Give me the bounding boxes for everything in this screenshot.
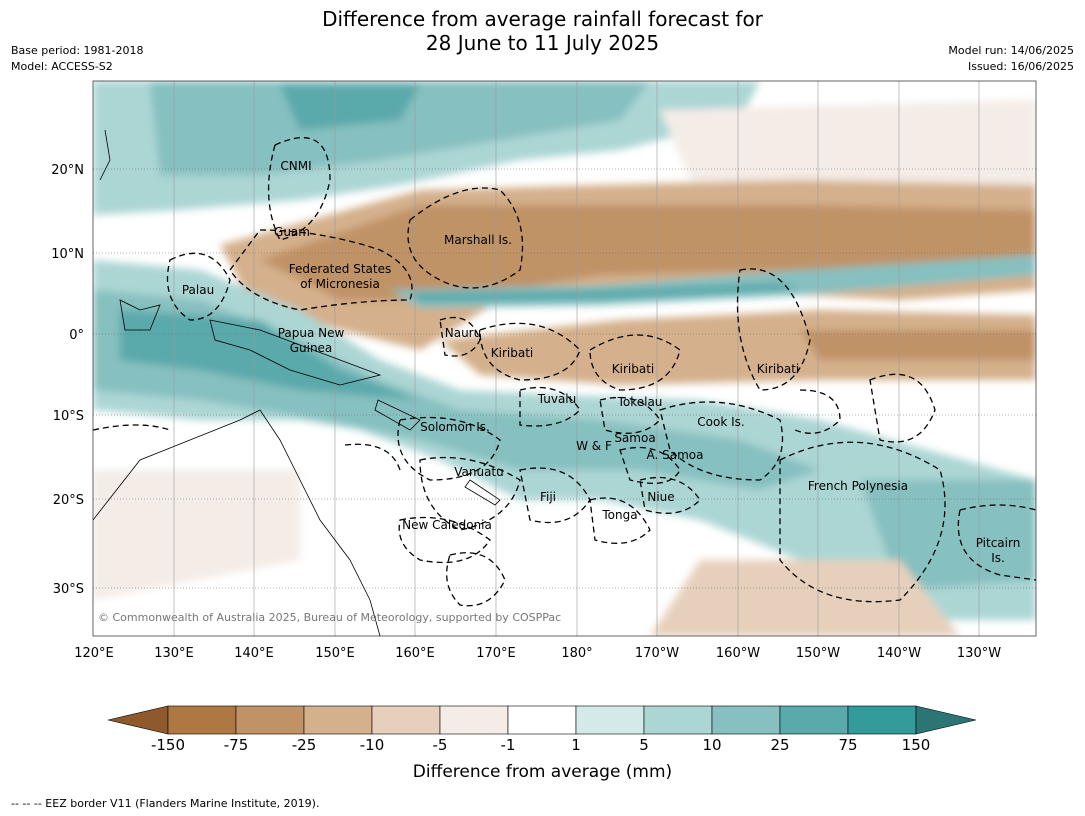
title-line-1: Difference from average rainfall forecas… [322,7,763,31]
lon-label-170e: 170°E [476,646,516,661]
model-name: Model: ACCESS-S2 [11,60,113,73]
place-label-png-line1: Papua New [278,326,345,340]
colorbar-tick-label: 150 [901,736,931,754]
colorbar-swatch [303,705,373,735]
place-label-tuvalu: Tuvalu [537,392,577,406]
model-run-info: Model run: 14/06/2025 Issued: 16/06/2025 [948,43,1074,75]
colorbar-swatch [711,705,781,735]
place-label-fsm-line1: Federated States [289,262,391,276]
colorbar-tick-label: 5 [639,736,649,754]
place-label-cook-is: Cook Is. [697,415,744,429]
colorbar-tick-label: 25 [770,736,790,754]
lat-label-30s: 30°S [53,582,84,597]
copyright-notice: © Commonwealth of Australia 2025, Bureau… [98,611,561,624]
place-label-vanuatu: Vanuatu [454,465,504,479]
lon-label-180: 180° [561,646,592,661]
place-label-kiribati-phoenix: Kiribati [612,362,654,376]
colorbar-tick-label: -75 [223,736,249,754]
lon-label-170w: 170°W [635,646,679,661]
place-label-fiji: Fiji [540,490,556,504]
model-run: Model run: 14/06/2025 [948,44,1074,57]
graticule [173,81,980,636]
lat-label-0: 0° [69,328,84,343]
lon-label-120e: 120°E [74,646,114,661]
colorbar-arrow-high [915,705,977,735]
rainfall-anomaly-field: © Commonwealth of Australia 2025, Bureau… [93,81,1036,636]
map-title: Difference from average rainfall forecas… [0,7,1085,55]
map-frame [92,80,1037,637]
coastlines [93,129,501,636]
colorbar-tick-label: 75 [838,736,858,754]
place-label-nauru: Nauru [445,326,481,340]
place-label-tokelau: Tokelau [617,395,663,409]
colorbar [107,705,977,735]
colorbar-swatch [643,705,713,735]
place-label-tonga: Tonga [601,508,637,522]
colorbar-tick-label: -150 [150,736,186,754]
place-label-solomon-is: Solomon Is. [420,420,490,434]
colorbar-title: Difference from average (mm) [412,762,673,782]
lon-label-150w: 150°W [796,646,840,661]
colorbar-swatch [235,705,305,735]
place-label-pitcairn-line2: Is. [991,551,1005,565]
colorbar-swatch [439,705,509,735]
colorbar-arrow-low [107,705,169,735]
colorbar-swatch [371,705,441,735]
lat-label-10n: 10°N [51,247,84,262]
title-line-2: 28 June to 11 July 2025 [425,31,660,55]
colorbar-swatch [847,705,917,735]
colorbar-tick-label: 10 [702,736,722,754]
issued-date: Issued: 16/06/2025 [967,60,1074,73]
place-label-french-polynesia: French Polynesia [808,479,908,493]
colorbar-tick-label: -25 [291,736,317,754]
rainfall-map: © Commonwealth of Australia 2025, Bureau… [51,80,1037,661]
lon-label-130w: 130°W [957,646,1001,661]
colorbar-tick-label: -5 [432,736,448,754]
place-label-guam: Guam [274,225,310,239]
lon-label-140e: 140°E [234,646,274,661]
place-label-kiribati-gilbert: Kiribati [491,346,533,360]
place-label-samoa: Samoa [614,431,655,445]
colorbar-swatch [167,705,237,735]
place-label-wallis-futuna: W & F [576,439,612,453]
eez-borders [93,137,1036,607]
colorbar-tick-label: -10 [359,736,385,754]
eez-footnote: -- -- -- EEZ border V11 (Flanders Marine… [11,797,320,810]
place-label-new-caledonia: New Caledonia [402,518,492,532]
place-label-png-line2: Guinea [290,341,333,355]
colorbar-tick-label: -1 [500,736,516,754]
place-labels: CNMI Guam Marshall Is. Federated States … [182,159,1020,565]
place-label-palau: Palau [182,283,214,297]
lon-label-160e: 160°E [395,646,435,661]
lon-label-160w: 160°W [716,646,760,661]
place-label-marshall-is: Marshall Is. [444,233,512,247]
place-label-pitcairn-line1: Pitcairn [976,536,1021,550]
colorbar-swatch [507,705,577,735]
lon-label-150e: 150°E [315,646,355,661]
lat-label-20s: 20°S [53,493,84,508]
lat-label-20n: 20°N [51,163,84,178]
base-period: Base period: 1981-2018 [11,44,144,57]
colorbar-swatches [107,705,977,735]
place-label-kiribati-line: Kiribati [757,362,799,376]
place-label-cnmi: CNMI [280,159,311,173]
lon-label-130e: 130°E [154,646,194,661]
lat-label-10s: 10°S [53,409,84,424]
base-period-info: Base period: 1981-2018 Model: ACCESS-S2 [11,43,143,75]
place-label-niue: Niue [647,490,674,504]
colorbar-swatch [575,705,645,735]
colorbar-tick-label: 1 [571,736,581,754]
place-label-fsm-line2: of Micronesia [300,277,380,291]
latitude-lines [93,168,1036,589]
colorbar-swatch [779,705,849,735]
place-label-american-samoa: A. Samoa [647,448,704,462]
lon-label-140w: 140°W [877,646,921,661]
